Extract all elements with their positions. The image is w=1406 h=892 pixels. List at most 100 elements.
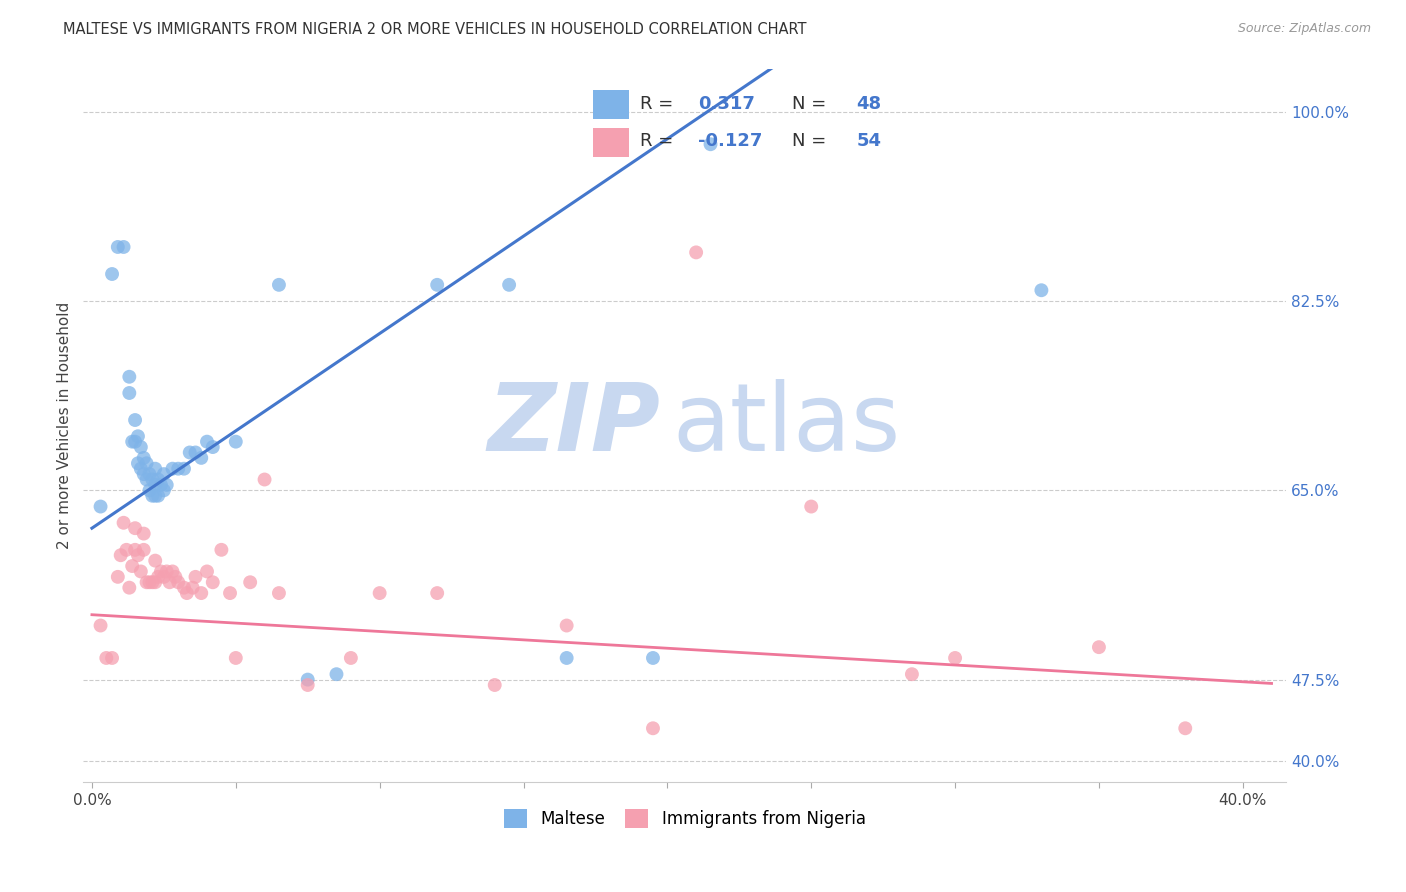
Point bbox=[190, 450, 212, 465]
Point bbox=[162, 565, 184, 579]
Point bbox=[138, 483, 160, 498]
Point bbox=[132, 526, 155, 541]
Y-axis label: 2 or more Vehicles in Household: 2 or more Vehicles in Household bbox=[58, 301, 72, 549]
Point bbox=[141, 473, 163, 487]
Point bbox=[129, 461, 152, 475]
Point bbox=[195, 434, 218, 449]
Point bbox=[156, 565, 179, 579]
Point bbox=[112, 516, 135, 530]
Point bbox=[239, 575, 262, 590]
Point bbox=[121, 559, 143, 574]
Legend: Maltese, Immigrants from Nigeria: Maltese, Immigrants from Nigeria bbox=[496, 802, 872, 835]
Point bbox=[325, 667, 347, 681]
Point bbox=[141, 575, 163, 590]
Point bbox=[90, 618, 112, 632]
Point bbox=[90, 500, 112, 514]
Point bbox=[129, 440, 152, 454]
Point bbox=[340, 651, 363, 665]
Point bbox=[176, 586, 198, 600]
Point bbox=[135, 473, 157, 487]
Point bbox=[143, 478, 166, 492]
Point bbox=[943, 651, 966, 665]
Point bbox=[195, 565, 218, 579]
Point bbox=[124, 413, 146, 427]
Point bbox=[167, 575, 190, 590]
Point bbox=[107, 240, 129, 254]
Point bbox=[685, 245, 707, 260]
Point bbox=[179, 445, 201, 459]
Point bbox=[143, 461, 166, 475]
Point bbox=[127, 429, 149, 443]
Point bbox=[143, 489, 166, 503]
Point bbox=[153, 570, 176, 584]
Point bbox=[153, 483, 176, 498]
Point bbox=[1031, 283, 1053, 297]
Point bbox=[184, 445, 207, 459]
Point bbox=[124, 542, 146, 557]
Point bbox=[118, 369, 141, 384]
Point bbox=[1174, 721, 1197, 735]
Point bbox=[138, 467, 160, 482]
Point bbox=[253, 473, 276, 487]
Point bbox=[426, 277, 449, 292]
Point bbox=[149, 478, 172, 492]
Point bbox=[156, 478, 179, 492]
Point bbox=[112, 240, 135, 254]
Point bbox=[190, 586, 212, 600]
Point bbox=[118, 386, 141, 401]
Point bbox=[135, 575, 157, 590]
Point bbox=[96, 651, 118, 665]
Point bbox=[267, 586, 290, 600]
Point bbox=[201, 575, 224, 590]
Point bbox=[184, 570, 207, 584]
Point bbox=[641, 651, 664, 665]
Point bbox=[132, 467, 155, 482]
Point bbox=[267, 277, 290, 292]
Point bbox=[297, 673, 319, 687]
Point bbox=[132, 450, 155, 465]
Point bbox=[484, 678, 506, 692]
Point bbox=[127, 456, 149, 470]
Point bbox=[143, 554, 166, 568]
Point bbox=[129, 565, 152, 579]
Point bbox=[555, 651, 578, 665]
Point bbox=[297, 678, 319, 692]
Point bbox=[165, 570, 187, 584]
Point bbox=[173, 581, 195, 595]
Point bbox=[225, 651, 247, 665]
Point bbox=[699, 137, 721, 152]
Point bbox=[138, 575, 160, 590]
Point bbox=[181, 581, 204, 595]
Point bbox=[162, 461, 184, 475]
Point bbox=[149, 565, 172, 579]
Point bbox=[101, 651, 124, 665]
Text: Source: ZipAtlas.com: Source: ZipAtlas.com bbox=[1237, 22, 1371, 36]
Point bbox=[146, 473, 169, 487]
Text: ZIP: ZIP bbox=[488, 379, 661, 472]
Point bbox=[201, 440, 224, 454]
Point bbox=[225, 434, 247, 449]
Point bbox=[173, 461, 195, 475]
Point bbox=[143, 575, 166, 590]
Text: atlas: atlas bbox=[672, 379, 901, 472]
Point bbox=[146, 489, 169, 503]
Point bbox=[555, 618, 578, 632]
Point bbox=[426, 586, 449, 600]
Point bbox=[121, 434, 143, 449]
Point bbox=[135, 456, 157, 470]
Point bbox=[127, 548, 149, 562]
Point bbox=[141, 489, 163, 503]
Point bbox=[368, 586, 391, 600]
Point bbox=[800, 500, 823, 514]
Point bbox=[110, 548, 132, 562]
Point bbox=[146, 570, 169, 584]
Point bbox=[124, 434, 146, 449]
Point bbox=[641, 721, 664, 735]
Point bbox=[219, 586, 242, 600]
Point bbox=[107, 570, 129, 584]
Point bbox=[901, 667, 924, 681]
Point bbox=[159, 575, 181, 590]
Point bbox=[498, 277, 520, 292]
Point bbox=[209, 542, 232, 557]
Point bbox=[167, 461, 190, 475]
